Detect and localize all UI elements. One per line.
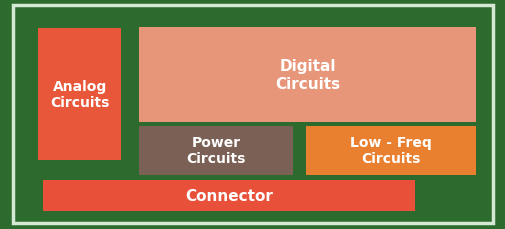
Text: Analog
Circuits: Analog Circuits bbox=[50, 79, 109, 109]
Text: Power
Circuits: Power Circuits bbox=[186, 136, 245, 166]
FancyBboxPatch shape bbox=[139, 126, 293, 175]
Text: Digital
Circuits: Digital Circuits bbox=[274, 59, 339, 91]
Text: Low - Freq
Circuits: Low - Freq Circuits bbox=[349, 136, 431, 166]
FancyBboxPatch shape bbox=[13, 6, 492, 223]
FancyBboxPatch shape bbox=[43, 180, 414, 211]
FancyBboxPatch shape bbox=[306, 126, 475, 175]
FancyBboxPatch shape bbox=[139, 27, 475, 123]
FancyBboxPatch shape bbox=[38, 29, 121, 160]
Text: Connector: Connector bbox=[185, 188, 272, 203]
